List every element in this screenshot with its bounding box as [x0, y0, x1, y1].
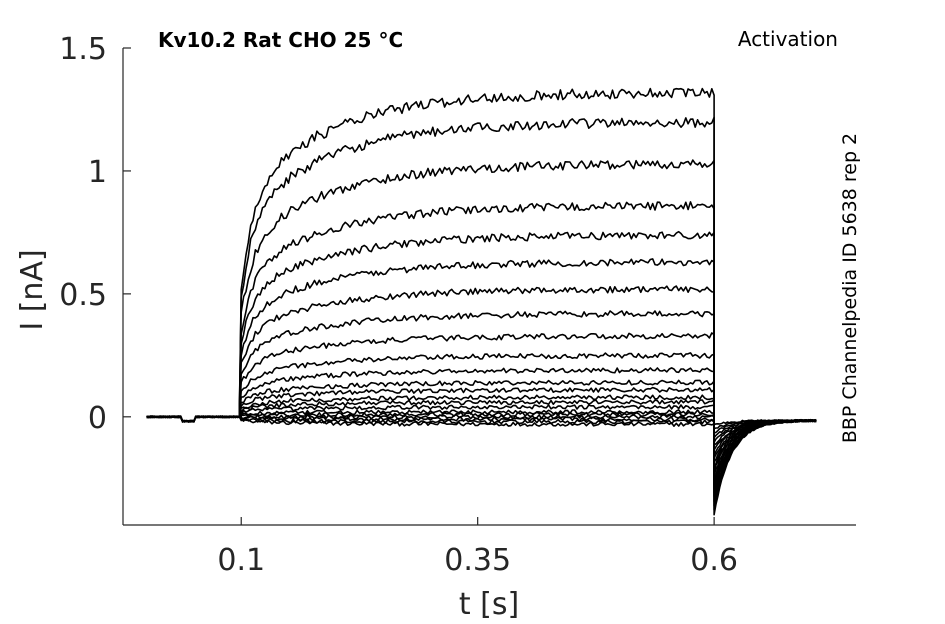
current-trace [146, 415, 817, 434]
current-trace [146, 310, 817, 486]
current-trace [146, 201, 817, 503]
y-tick-label: 0.5 [59, 278, 107, 313]
y-tick-label: 1 [88, 155, 107, 190]
current-trace [146, 367, 817, 473]
axes: 0 0.5 1 1.5 0.1 0.35 0.6 [59, 32, 856, 578]
current-trace [146, 285, 817, 490]
current-trace [146, 332, 817, 481]
current-trace [146, 386, 817, 463]
current-trace [146, 87, 817, 516]
current-trace [146, 352, 817, 477]
current-trace [146, 404, 817, 451]
x-tick-label: 0.1 [217, 543, 265, 578]
y-tick-label: 1.5 [59, 32, 107, 67]
x-ticks: 0.1 0.35 0.6 [217, 517, 738, 578]
current-trace [146, 399, 817, 456]
current-trace [146, 409, 817, 446]
y-axis-label: I [nA] [15, 249, 50, 330]
current-trace [146, 379, 817, 469]
y-tick-label: 0 [88, 401, 107, 436]
y-ticks: 0 0.5 1 1.5 [59, 32, 131, 436]
x-tick-label: 0.6 [690, 543, 738, 578]
current-traces [146, 87, 817, 516]
x-tick-label: 0.35 [444, 543, 511, 578]
current-trace [146, 414, 817, 439]
current-trace [146, 411, 817, 444]
source-label: BBP Channelpedia ID 5638 rep 2 [839, 133, 861, 443]
current-trace [146, 394, 817, 459]
current-trace [146, 415, 817, 430]
current-trace [146, 258, 817, 494]
protocol-label: Activation [738, 27, 838, 51]
chart-title: Kv10.2 Rat CHO 25 °C [158, 28, 403, 52]
x-axis-label: t [s] [459, 587, 519, 622]
